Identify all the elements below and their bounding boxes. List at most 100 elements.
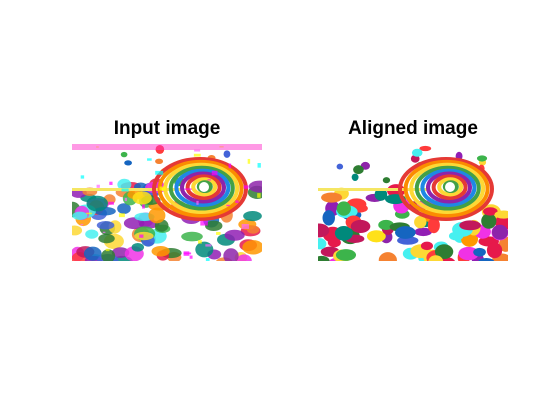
misalignment-artifact <box>159 186 166 191</box>
aligned-image-title: Aligned image <box>348 118 478 139</box>
misalignment-artifact <box>86 212 92 215</box>
candy-piece <box>111 247 130 258</box>
lollipop-ring <box>152 157 248 221</box>
misalignment-artifact <box>243 185 249 189</box>
scattered-candy <box>382 177 391 184</box>
candy-piece <box>414 227 432 237</box>
lollipop-center <box>445 182 455 192</box>
lollipop-stick <box>318 188 428 191</box>
misalignment-band <box>72 144 262 150</box>
candy-piece <box>195 241 214 258</box>
candy-piece <box>223 248 239 261</box>
candy-piece <box>318 255 330 261</box>
candy-piece <box>248 180 262 193</box>
candy-piece <box>131 242 145 252</box>
lollipop-ring <box>180 171 226 204</box>
scattered-candy <box>476 155 488 162</box>
candy-piece <box>481 213 497 229</box>
candy-piece <box>205 220 223 232</box>
lollipop-ring <box>398 157 494 221</box>
candy-piece <box>478 257 495 261</box>
input-image-title: Input image <box>113 118 221 139</box>
candy-piece <box>85 229 99 239</box>
misalignment-artifact <box>80 223 84 226</box>
misalignment-artifact <box>228 163 232 169</box>
aligned-image-graphic <box>318 145 508 261</box>
lollipop-ring <box>414 165 481 211</box>
misalignment-artifact <box>207 179 212 181</box>
aligned-image <box>318 144 508 261</box>
misalignment-artifact <box>183 251 190 256</box>
misalignment-artifact <box>184 188 192 190</box>
misalignment-artifact <box>142 204 145 209</box>
scattered-candy <box>411 148 423 157</box>
scattered-candy <box>124 160 132 166</box>
candy-piece <box>322 210 335 226</box>
candy-piece <box>458 246 479 261</box>
misalignment-artifact <box>226 204 230 207</box>
misalignment-artifact <box>80 175 85 179</box>
misalignment-artifact <box>241 224 249 229</box>
candy-piece <box>420 241 434 251</box>
misalignment-artifact <box>102 231 106 234</box>
misalignment-artifact <box>235 200 239 204</box>
lollipop-ring <box>185 174 222 201</box>
candy-piece <box>72 211 88 220</box>
misalignment-artifact <box>196 200 199 205</box>
misalignment-artifact <box>205 258 210 261</box>
misalignment-artifact <box>109 181 113 185</box>
misalignment-artifact <box>96 184 100 188</box>
misalignment-artifact <box>139 234 144 238</box>
candy-piece <box>459 220 481 231</box>
misalignment-artifact <box>189 255 193 259</box>
candy-piece <box>117 203 131 214</box>
lollipop-ring <box>409 162 486 215</box>
candy-piece <box>98 233 115 244</box>
candy-piece <box>327 237 341 248</box>
candy-piece <box>117 178 132 191</box>
misalignment-artifact <box>118 213 125 218</box>
candy-piece <box>246 225 260 234</box>
misalignment-artifact <box>205 244 212 247</box>
candy-piece <box>491 224 508 240</box>
candy-piece <box>494 210 508 219</box>
input-image <box>72 144 262 261</box>
candy-piece <box>101 249 116 261</box>
misalignment-artifact <box>247 158 251 164</box>
candy-piece <box>350 219 371 233</box>
candy-piece <box>366 230 386 243</box>
misalignment-artifact <box>193 153 201 157</box>
input-image-graphic <box>72 144 262 261</box>
lollipop-ring <box>420 168 477 207</box>
candy-piece <box>486 242 503 259</box>
misalignment-artifact <box>108 201 114 205</box>
misalignment-artifact <box>200 220 208 226</box>
scattered-candy <box>336 163 344 170</box>
candy-piece <box>395 226 416 239</box>
candy-piece <box>427 217 440 234</box>
candy-piece <box>428 255 444 261</box>
misalignment-artifact <box>155 170 164 175</box>
misalignment-artifact <box>121 188 129 192</box>
candy-piece <box>414 215 427 229</box>
candy-piece <box>148 207 166 224</box>
scattered-candy <box>120 151 128 158</box>
candy-piece <box>86 195 108 212</box>
candy-piece <box>72 225 83 236</box>
scattered-candy <box>419 145 432 152</box>
misalignment-artifact <box>211 170 218 176</box>
candy-piece <box>224 229 245 241</box>
candy-piece <box>134 231 154 241</box>
lollipop-ring <box>174 168 231 207</box>
misalignment-artifact <box>147 158 152 161</box>
misalignment-artifact <box>105 248 110 252</box>
candy-piece <box>378 252 397 261</box>
misalignment-artifact <box>216 231 221 235</box>
scattered-candy <box>155 158 164 164</box>
candy-piece <box>374 188 388 201</box>
candy-piece <box>181 231 203 242</box>
candy-piece <box>318 238 327 250</box>
candy-piece <box>236 254 252 261</box>
misalignment-artifact <box>257 193 261 198</box>
scattered-candy <box>351 173 359 182</box>
